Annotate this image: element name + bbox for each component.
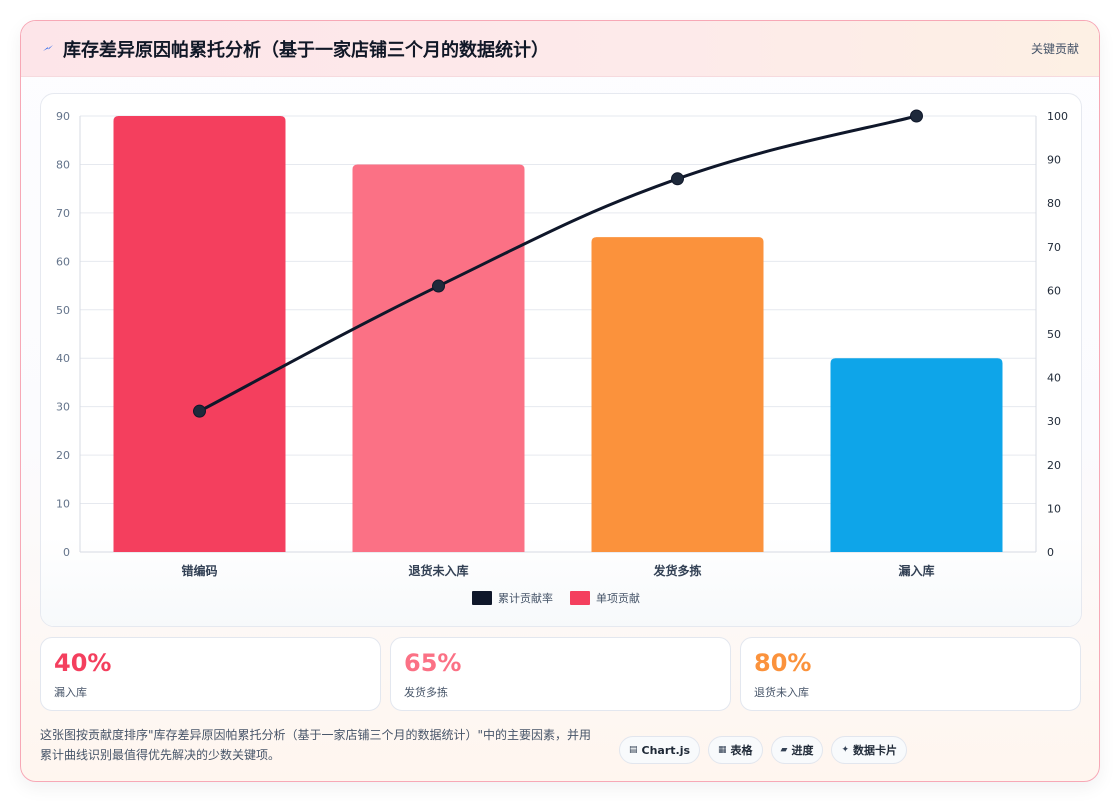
lightning-icon: [43, 45, 53, 51]
chart-panel: 0 10 20 30 40 50 60 70 80 90 0 10 20 30 40 50 60 70 80 90 10…: [40, 93, 1082, 627]
legend-label[interactable]: 单项贡献: [596, 591, 640, 605]
tag-progress[interactable]: ▰ 进度: [770, 736, 824, 764]
y-left-tick-label: 10: [56, 498, 70, 511]
y-right-tick-label: 70: [1047, 241, 1061, 254]
pareto-card: 库存差异原因帕累托分析（基于一家店铺三个月的数据统计） 关键贡献 0 10 20 30…: [20, 20, 1100, 782]
kpi-card-3: 80% 退货未入库: [740, 637, 1081, 711]
y-left-tick-label: 20: [56, 449, 70, 462]
cumulative-line: [198, 114, 917, 413]
key-contribution-badge[interactable]: 关键贡献: [1030, 42, 1079, 56]
tag-chartjs[interactable]: ▤ Chart.js: [619, 736, 701, 764]
kpi-value: 40%: [54, 649, 112, 677]
x-tick-label: 错编码: [181, 563, 217, 578]
y-left-tick-label: 0: [63, 546, 70, 559]
x-tick-label: 漏入库: [898, 563, 934, 578]
legend-swatch[interactable]: [472, 591, 492, 605]
y-right-tick-label: 90: [1047, 154, 1061, 167]
y-right-tick-label: 40: [1047, 372, 1061, 385]
legend-swatch[interactable]: [570, 591, 590, 605]
y-left-tick-label: 40: [56, 352, 70, 365]
cumulative-point-2[interactable]: [432, 279, 445, 293]
y-left-tick-label: 90: [56, 110, 70, 123]
kpi-card-1: 40% 漏入库: [40, 637, 381, 711]
tag-label: 进度: [791, 744, 814, 757]
cumulative-point-1[interactable]: [193, 404, 206, 418]
pareto-chart: 0 10 20 30 40 50 60 70 80 90 0 10 20 30 40 50 60 70 80 90 10…: [56, 109, 1068, 605]
y-right-tick-label: 10: [1047, 502, 1061, 515]
kpi-value: 80%: [754, 649, 812, 677]
card-header: 库存差异原因帕累托分析（基于一家店铺三个月的数据统计） 关键贡献: [21, 21, 1099, 77]
page-title: 库存差异原因帕累托分析（基于一家店铺三个月的数据统计）: [63, 40, 549, 61]
bar-3[interactable]: [591, 237, 764, 552]
y-left-tick-label: 70: [56, 207, 70, 220]
y-right-tick-label: 30: [1047, 415, 1061, 428]
y-left-tick-label: 50: [56, 304, 70, 317]
y-left-tick-label: 80: [56, 158, 70, 171]
cumulative-point-3[interactable]: [671, 172, 684, 186]
y-right-tick-label: 80: [1047, 197, 1061, 210]
y-right-tick-label: 20: [1047, 459, 1061, 472]
footer-note: 这张图按贡献度排序"库存差异原因帕累托分析（基于一家店铺三个月的数据统计）"中的…: [40, 728, 592, 762]
bar-1[interactable]: [113, 116, 286, 552]
cumulative-point-4[interactable]: [910, 109, 923, 123]
bar-4[interactable]: [830, 358, 1003, 552]
sparkle-icon: ✦: [841, 745, 850, 755]
tag-list: ▤ Chart.js ▦ 表格 ▰ 进度 ✦ 数据卡片: [619, 736, 908, 764]
legend-label[interactable]: 累计贡献率: [498, 591, 553, 605]
tag-data-card[interactable]: ✦ 数据卡片: [831, 736, 908, 764]
kpi-card-2: 65% 发货多拣: [390, 637, 731, 711]
y-right-tick-label: 100: [1047, 110, 1068, 123]
chart-icon: ▤: [629, 745, 638, 755]
kpi-label: 退货未入库: [754, 686, 809, 699]
y-left-tick-label: 60: [56, 255, 70, 268]
y-left-tick-label: 30: [56, 401, 70, 414]
kpi-label: 发货多拣: [404, 686, 448, 699]
y-right-tick-label: 0: [1047, 546, 1054, 559]
kpi-label: 漏入库: [54, 686, 87, 699]
table-icon: ▦: [718, 745, 727, 755]
y-right-tick-label: 60: [1047, 284, 1061, 297]
tag-label: 数据卡片: [853, 744, 898, 757]
x-tick-label: 发货多拣: [652, 563, 701, 578]
y-right-tick-label: 50: [1047, 328, 1061, 341]
tag-table[interactable]: ▦ 表格: [708, 736, 763, 764]
kpi-value: 65%: [404, 649, 462, 677]
bar-2[interactable]: [352, 164, 525, 552]
progress-icon: ▰: [780, 745, 788, 755]
tag-label: 表格: [730, 744, 753, 757]
tag-label: Chart.js: [641, 743, 691, 757]
x-tick-label: 退货未入库: [408, 563, 468, 578]
